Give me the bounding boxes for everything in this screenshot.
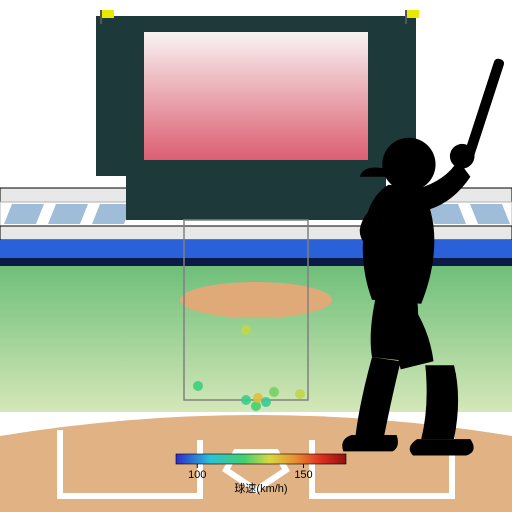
pitchers-mound	[180, 282, 332, 318]
pitch-marker	[193, 381, 203, 391]
legend-colorbar	[176, 454, 346, 464]
pitch-marker	[241, 325, 251, 335]
pitch-marker	[295, 389, 305, 399]
flag-pole	[405, 10, 407, 24]
pitch-marker	[269, 387, 279, 397]
outfield-wall-base	[0, 258, 512, 266]
flag	[102, 10, 114, 18]
pitch-marker	[261, 397, 271, 407]
flag	[407, 10, 419, 18]
outfield-wall	[0, 240, 512, 258]
scoreboard-screen	[144, 32, 368, 160]
stands-row	[0, 226, 512, 240]
flag-pole	[100, 10, 102, 24]
scoreboard-base	[126, 176, 386, 220]
legend-label: 球速(km/h)	[234, 481, 287, 495]
pitch-marker	[241, 395, 251, 405]
legend-tick-label: 150	[294, 469, 312, 481]
legend-tick-label: 100	[188, 469, 206, 481]
